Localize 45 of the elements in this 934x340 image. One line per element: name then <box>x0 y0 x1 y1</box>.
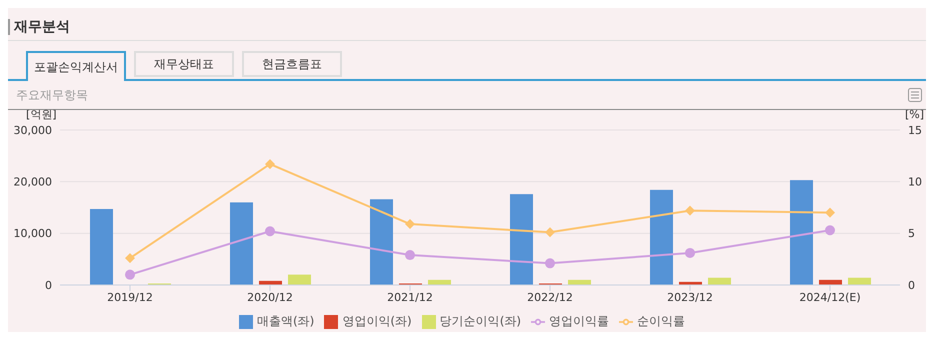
legend-label: 순이익률 <box>637 314 686 328</box>
bar <box>708 278 731 285</box>
point <box>545 258 555 268</box>
point <box>825 208 835 218</box>
point <box>405 219 415 230</box>
y2-tick-label: 10 <box>908 176 922 189</box>
y-tick-label: 20,000 <box>14 176 52 189</box>
point <box>405 250 415 260</box>
chart-title: 재무분석 <box>14 18 70 36</box>
text: 재무상태표 <box>134 51 234 77</box>
x-tick-label: 2021/12 <box>387 290 433 304</box>
x-tick-label: 2023/12 <box>667 290 713 304</box>
x-tick-label: 2024/12(E) <box>799 290 861 304</box>
point <box>825 225 835 236</box>
point <box>685 206 695 216</box>
y-tick-label: 0 <box>45 278 52 292</box>
point <box>265 159 275 170</box>
bar <box>288 274 311 285</box>
x-tick-label: 2019/12 <box>107 290 153 304</box>
point <box>125 253 135 264</box>
point <box>685 248 695 258</box>
y2-tick-label: 15 <box>908 124 922 137</box>
y-tick-label: 10,000 <box>14 227 52 240</box>
bar <box>370 199 393 285</box>
y2-tick-label: 0 <box>908 278 915 292</box>
bar <box>90 209 113 285</box>
y-tick-label: 30,000 <box>14 124 52 137</box>
legend-label: 당기순이익(좌) <box>440 314 522 328</box>
bar <box>790 180 813 285</box>
legend-label: 매출액(좌) <box>256 314 314 328</box>
bar <box>848 278 871 285</box>
bar <box>230 202 253 285</box>
x-tick-label: 2022/12 <box>527 290 573 304</box>
chart-subtitle: 주요재무항목 <box>16 86 88 104</box>
legend-label: 영업이익률 <box>549 314 610 328</box>
bar <box>510 194 533 285</box>
x-tick-label: 2020/12 <box>247 290 293 304</box>
legend-label: 영업이익(좌) <box>342 314 412 328</box>
point <box>265 226 275 236</box>
point <box>545 227 555 238</box>
y2-tick-label: 5 <box>908 227 915 240</box>
text: 포괄손익계산서 <box>26 51 126 81</box>
text: 현금흐름표 <box>242 51 342 77</box>
point <box>125 270 135 280</box>
bar <box>650 190 673 285</box>
